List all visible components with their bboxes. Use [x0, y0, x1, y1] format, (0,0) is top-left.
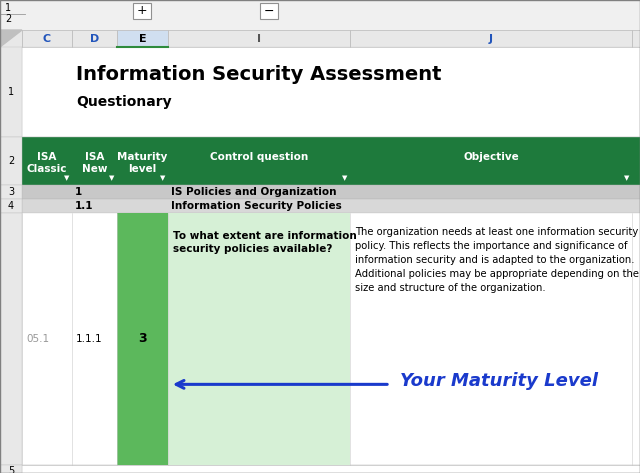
- Bar: [0, 185, 22, 199]
- Text: Information Security Policies: Information Security Policies: [171, 201, 342, 211]
- Text: Maturity
level: Maturity level: [117, 152, 168, 175]
- Bar: [22, 199, 640, 213]
- Bar: [22, 185, 640, 199]
- Bar: [0, 199, 22, 213]
- Bar: [22, 30, 72, 47]
- Text: Objective: Objective: [463, 152, 519, 162]
- Text: I: I: [257, 34, 261, 44]
- Bar: [117, 213, 168, 465]
- Text: To what extent are information
security policies available?: To what extent are information security …: [173, 231, 356, 254]
- Text: 3: 3: [138, 333, 147, 345]
- Text: ▼: ▼: [623, 175, 629, 181]
- Text: ▼: ▼: [109, 175, 114, 181]
- Text: +: +: [137, 5, 147, 18]
- Text: −: −: [264, 5, 275, 18]
- Text: Your Maturity Level: Your Maturity Level: [400, 372, 598, 390]
- Bar: [22, 137, 640, 185]
- Bar: [0, 137, 22, 185]
- Bar: [350, 30, 632, 47]
- Bar: [0, 30, 640, 47]
- Bar: [260, 3, 278, 19]
- Polygon shape: [0, 30, 22, 47]
- Bar: [72, 30, 117, 47]
- Text: 4: 4: [8, 201, 14, 211]
- Text: The organization needs at least one information security
policy. This reflects t: The organization needs at least one info…: [355, 227, 639, 293]
- Text: 2: 2: [8, 156, 14, 166]
- Text: D: D: [90, 34, 99, 44]
- Text: Control question: Control question: [210, 152, 308, 162]
- Text: E: E: [139, 34, 147, 44]
- Text: Questionary: Questionary: [76, 95, 172, 109]
- Text: 1.1: 1.1: [75, 201, 93, 211]
- Bar: [22, 465, 640, 473]
- Bar: [0, 213, 22, 465]
- Bar: [22, 213, 640, 465]
- Bar: [117, 30, 168, 47]
- Bar: [0, 47, 22, 137]
- Bar: [0, 0, 640, 30]
- Bar: [133, 3, 151, 19]
- Text: C: C: [43, 34, 51, 44]
- Text: ISA
Classic: ISA Classic: [27, 152, 67, 175]
- Bar: [0, 465, 22, 473]
- Text: ▼: ▼: [63, 175, 69, 181]
- Text: 1.1.1: 1.1.1: [76, 334, 102, 344]
- Bar: [22, 47, 640, 137]
- Text: 1: 1: [8, 87, 14, 97]
- Text: ▼: ▼: [342, 175, 347, 181]
- Text: 5: 5: [8, 466, 14, 473]
- Text: IS Policies and Organization: IS Policies and Organization: [171, 187, 337, 197]
- Text: 05.1: 05.1: [26, 334, 49, 344]
- Bar: [168, 30, 350, 47]
- Text: 2: 2: [5, 14, 11, 24]
- Text: Information Security Assessment: Information Security Assessment: [76, 65, 442, 85]
- Text: 1: 1: [75, 187, 83, 197]
- Text: 1: 1: [5, 3, 11, 13]
- Bar: [168, 213, 350, 465]
- Text: ISA
New: ISA New: [82, 152, 108, 175]
- Text: J: J: [489, 34, 493, 44]
- Text: ▼: ▼: [159, 175, 165, 181]
- Text: 3: 3: [8, 187, 14, 197]
